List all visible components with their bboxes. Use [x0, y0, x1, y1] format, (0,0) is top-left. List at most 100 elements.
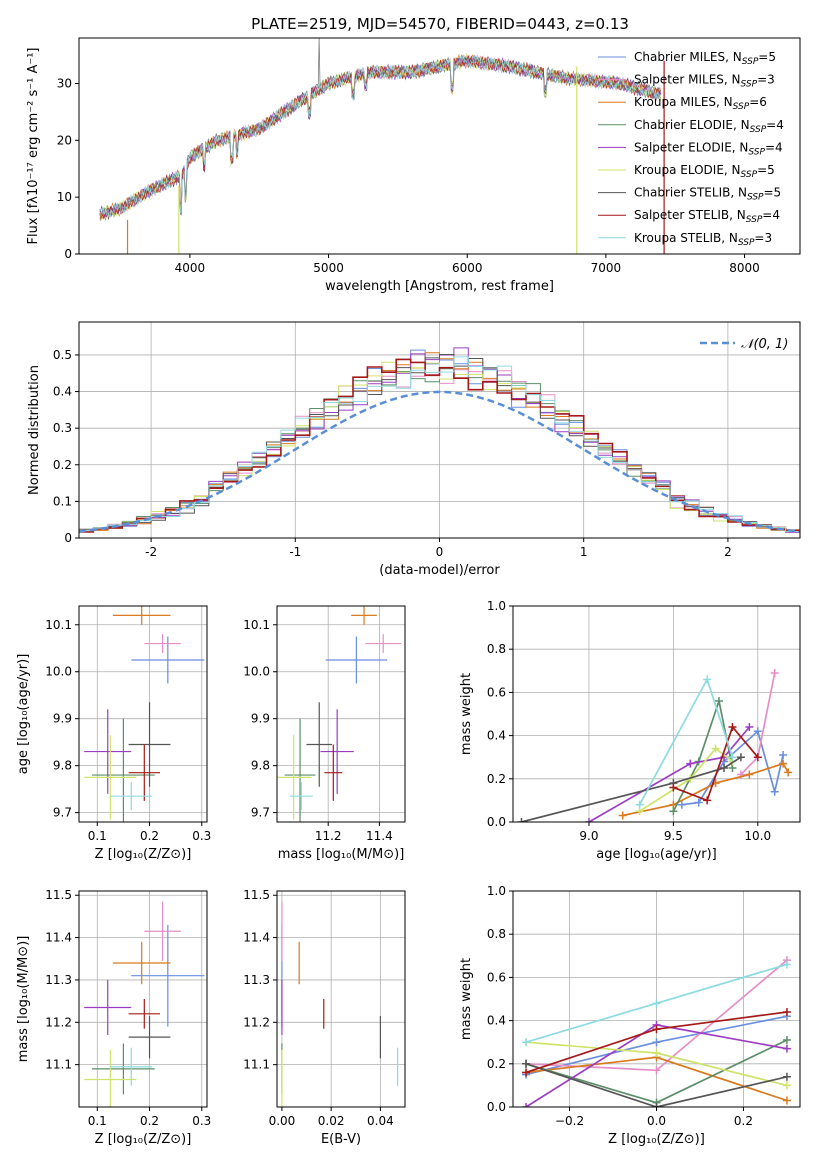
- x-tick-label: -1: [289, 545, 301, 559]
- age-vs-mass-panel: 11.2 11.4 9.7 9.8 9.9 10.0 10.1 mass [log₁₀(M/M…: [243, 605, 406, 862]
- x-axis-label: (data-model)/error: [379, 563, 500, 578]
- y-tick-label: 9.8: [251, 759, 270, 773]
- y-tick-label: 11.5: [45, 888, 72, 902]
- y-tick-label: 20: [57, 133, 72, 147]
- y-tick-label: 0.4: [53, 385, 72, 399]
- weight-vs-age-panel: 9.0 9.5 10.0 0.0 0.2 0.4 0.6 0.8 1.0 age [log₁₀(a…: [459, 599, 801, 862]
- x-axis-label: mass [log₁₀(M/M⊙)]: [278, 847, 405, 862]
- weight-marker-CS: [782, 1072, 791, 1081]
- x-tick-label: -2: [145, 545, 157, 559]
- x-tick-label: 6000: [452, 261, 483, 275]
- y-tick-label: 0.4: [487, 1014, 506, 1028]
- x-tick-label: 0.1: [88, 829, 107, 843]
- axes-frame: [78, 37, 801, 255]
- spectrum-line-KS: [99, 54, 661, 218]
- x-tick-label: 9.5: [664, 829, 683, 843]
- weight-line-CS: [521, 756, 742, 822]
- age-vs-metallicity-panel: 0.1 0.2 0.3 9.7 9.8 9.9 10.0 10.1 Z [log₁₀(Z/Z⊙)…: [16, 605, 211, 862]
- weight-marker-KS: [703, 675, 712, 684]
- y-tick-label: 11.1: [45, 1058, 72, 1072]
- weight-marker-SM: [770, 668, 779, 677]
- plot-area: [522, 956, 791, 1107]
- weight-marker-SS: [669, 783, 678, 792]
- weight-marker-CM: [753, 727, 762, 736]
- y-tick-label: 0.6: [487, 685, 506, 699]
- x-tick-label: 5000: [313, 261, 344, 275]
- spectrum-panel: 4000 5000 6000 7000 8000 0 10 20 30 wavelength [A…: [26, 37, 801, 294]
- y-axis-label: mass [log₁₀(M/M⊙)]: [16, 936, 31, 1063]
- y-tick-label: 0.8: [487, 642, 506, 656]
- y-tick-label: 11.4: [45, 931, 72, 945]
- x-tick-label: 0.2: [140, 829, 159, 843]
- legend-entry: Kroupa ELODIE, NSSP=5: [634, 163, 775, 180]
- x-tick-label: 2: [724, 545, 732, 559]
- weight-marker-CM: [694, 798, 703, 807]
- legend-entry: Kroupa STELIB, NSSP=3: [634, 231, 772, 248]
- weight-marker-CE: [714, 697, 723, 706]
- x-tick-label: 0.1: [88, 1114, 107, 1128]
- weight-marker-CM: [770, 787, 779, 796]
- plot-area: [84, 901, 205, 1107]
- weight-line-CS: [525, 1062, 788, 1107]
- y-tick-label: 0.8: [487, 927, 506, 941]
- axes-frame: [78, 890, 208, 1108]
- y-tick-label: 10.1: [45, 618, 72, 632]
- y-tick-label: 30: [57, 76, 72, 90]
- x-tick-label: −0.2: [555, 1114, 584, 1128]
- weight-line-KM: [622, 762, 789, 817]
- x-tick-label: 0: [436, 545, 444, 559]
- x-tick-label: 0.2: [140, 1114, 159, 1128]
- y-tick-label: 0.4: [487, 729, 506, 743]
- weight-marker-KS: [635, 800, 644, 809]
- y-tick-label: 11.5: [243, 888, 270, 902]
- weight-marker-SS: [522, 1068, 531, 1077]
- weight-marker-KE: [782, 1081, 791, 1090]
- weight-marker-KS: [652, 999, 661, 1008]
- weight-marker-KS: [728, 753, 737, 762]
- weight-marker-SS: [753, 753, 762, 762]
- weight-marker-CM: [779, 751, 788, 760]
- y-tick-label: 1.0: [487, 884, 506, 898]
- x-tick-label: 1: [580, 545, 588, 559]
- histogram-SS: [79, 358, 800, 534]
- x-tick-label: 0.3: [192, 1114, 211, 1128]
- x-axis-label: Z [log₁₀(Z/Z⊙)]: [608, 1132, 705, 1147]
- weight-vs-metallicity-panel: −0.2 0.0 0.2 0.0 0.2 0.4 0.6 0.8 1.0 Z [log₁₀(Z/Z…: [459, 884, 801, 1147]
- y-tick-label: 10: [57, 190, 72, 204]
- weight-marker-KS: [522, 1038, 531, 1047]
- y-tick-label: 9.9: [53, 712, 72, 726]
- y-tick-label: 11.3: [243, 973, 270, 987]
- x-tick-label: 0.04: [367, 1114, 394, 1128]
- legend-entry: 𝒩(0, 1): [741, 337, 788, 352]
- weight-marker-KE: [711, 744, 720, 753]
- legend-entry: Kroupa MILES, NSSP=6: [634, 95, 767, 112]
- x-tick-label: 9.0: [579, 829, 598, 843]
- y-tick-label: 0: [64, 531, 72, 545]
- axes-frame: [276, 605, 406, 823]
- y-tick-label: 11.1: [243, 1058, 270, 1072]
- weight-marker-SS: [782, 1007, 791, 1016]
- weight-marker-KM: [745, 770, 754, 779]
- x-tick-label: 10.0: [744, 829, 771, 843]
- weight-line-SE: [588, 726, 751, 822]
- x-axis-label: wavelength [Angstrom, rest frame]: [325, 279, 554, 294]
- y-tick-label: 9.7: [251, 806, 270, 820]
- weight-marker-CM: [652, 1038, 661, 1047]
- histogram-KS: [79, 356, 800, 534]
- y-axis-label: mass weight: [459, 958, 474, 1040]
- spectrum-line-KE: [99, 53, 662, 221]
- x-tick-label: 0.02: [318, 1114, 345, 1128]
- weight-marker-KM: [784, 768, 793, 777]
- weight-marker-SS: [728, 722, 737, 731]
- y-tick-label: 11.4: [243, 931, 270, 945]
- y-tick-label: 9.7: [53, 806, 72, 820]
- legend-entry: Chabrier MILES, NSSP=5: [634, 50, 776, 67]
- y-tick-label: 9.9: [251, 712, 270, 726]
- axes-frame: [512, 605, 801, 823]
- axes-frame: [276, 890, 406, 1108]
- weight-marker-SE: [745, 722, 754, 731]
- weight-marker-CE: [669, 807, 678, 816]
- y-tick-label: 0.0: [487, 1100, 506, 1114]
- plot-area: [79, 347, 800, 534]
